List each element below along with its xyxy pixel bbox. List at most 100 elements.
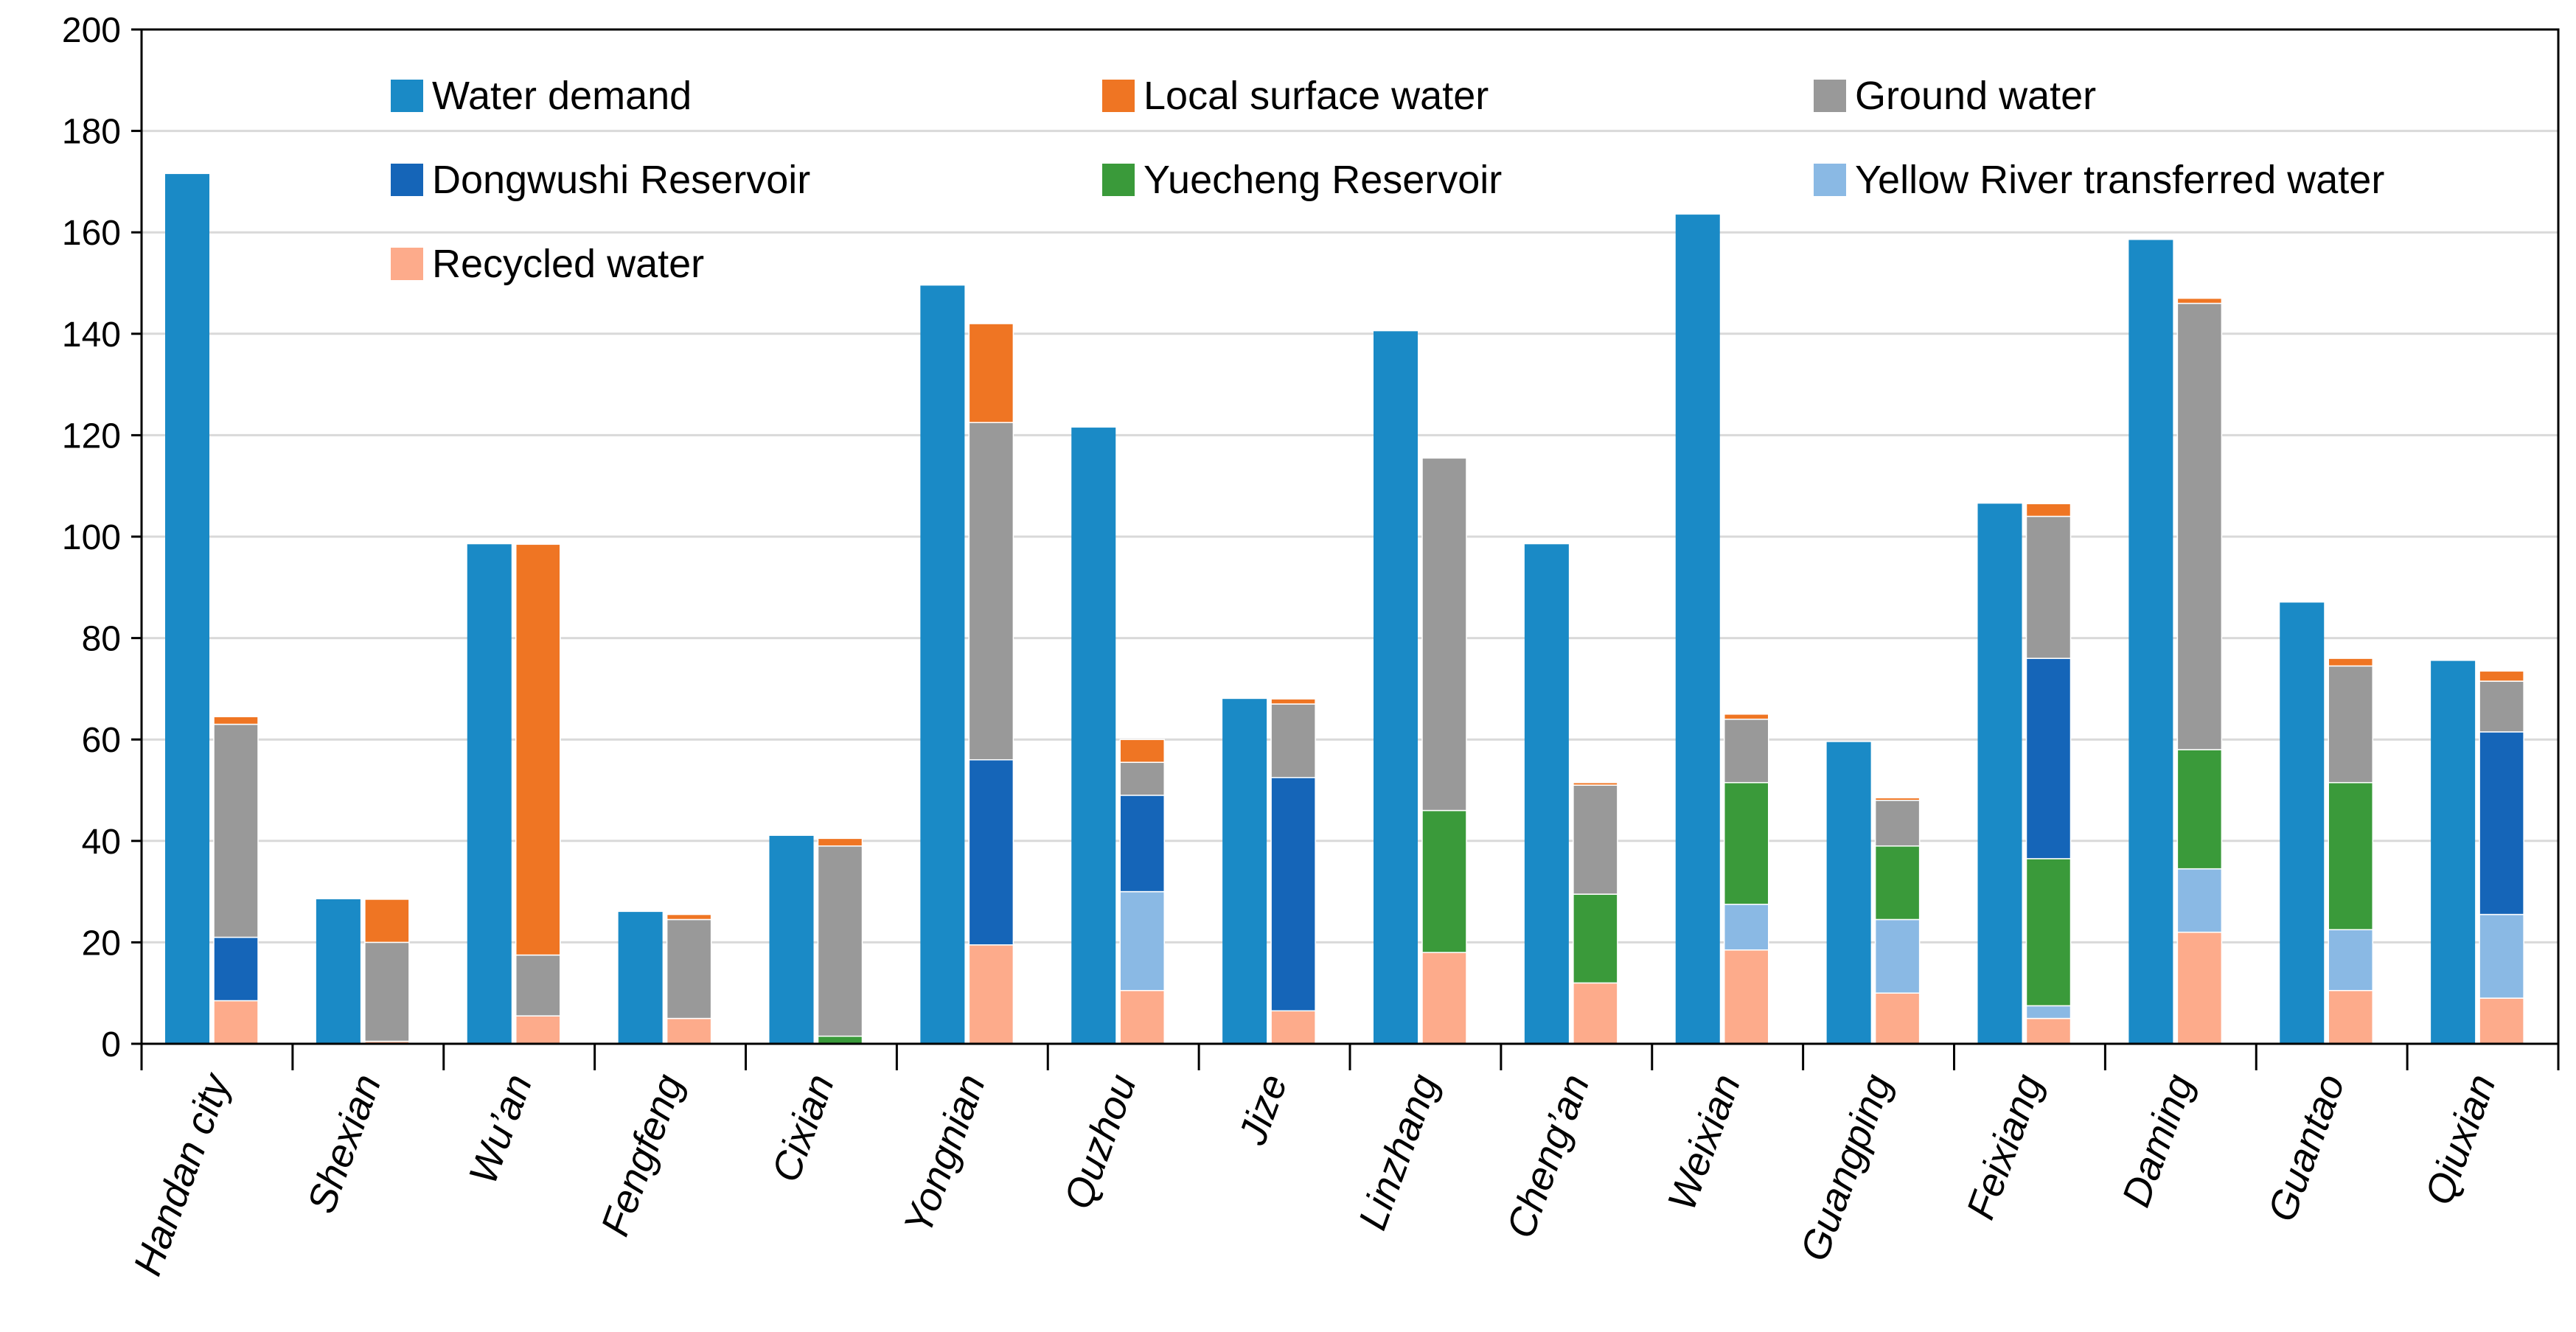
bar-segment-dongwushi-reservoir bbox=[968, 759, 1014, 946]
bar-segment-yuecheng-reservoir bbox=[817, 1035, 863, 1045]
y-tick-label: 160 bbox=[62, 214, 121, 253]
bar-segment-ground-water bbox=[2025, 515, 2072, 659]
bar-segment-local-surface-water bbox=[2479, 670, 2524, 682]
bar-segment-ground-water bbox=[968, 422, 1014, 761]
bar-segment-ground-water bbox=[515, 954, 561, 1017]
legend-label: Local surface water bbox=[1143, 74, 1489, 118]
x-tick-label: Wu’an bbox=[461, 1069, 541, 1190]
bar-segment-local-surface-water bbox=[1119, 739, 1165, 763]
y-tick-label: 0 bbox=[101, 1025, 121, 1064]
x-tick-label: Guantao bbox=[2260, 1069, 2353, 1227]
x-tick-label: Jize bbox=[1230, 1069, 1296, 1151]
legend-label: Yellow River transferred water bbox=[1855, 158, 2384, 202]
x-tick-label: Handan city bbox=[125, 1067, 240, 1281]
bar-segment-local-surface-water bbox=[1573, 781, 1618, 786]
y-tick-label: 60 bbox=[82, 721, 121, 760]
x-tick-label: Qiuxian bbox=[2417, 1069, 2504, 1211]
bar-segment-local-surface-water bbox=[1270, 698, 1316, 705]
bar-water-demand bbox=[316, 899, 361, 1044]
bar-segment-yuecheng-reservoir bbox=[1421, 809, 1467, 953]
x-tick-label: Feixiang bbox=[1958, 1069, 2051, 1225]
bar-segment-recycled-water bbox=[1724, 949, 1769, 1045]
bar-segment-recycled-water bbox=[1119, 990, 1165, 1045]
bar-water-demand bbox=[467, 544, 512, 1044]
bar-segment-ground-water bbox=[666, 918, 712, 1019]
bar-segment-recycled-water bbox=[515, 1015, 561, 1045]
bar-segment-dongwushi-reservoir bbox=[1119, 795, 1165, 893]
x-tick-label: Cheng’an bbox=[1498, 1069, 1598, 1244]
bar-segment-dongwushi-reservoir bbox=[2479, 731, 2524, 916]
bar-segment-local-surface-water bbox=[968, 323, 1014, 423]
bars bbox=[165, 174, 2524, 1045]
legend-label: Ground water bbox=[1855, 74, 2096, 118]
y-tick-label: 140 bbox=[62, 315, 121, 355]
bar-segment-ground-water bbox=[364, 941, 410, 1042]
x-tick-label: Quzhou bbox=[1056, 1069, 1145, 1215]
x-tick-label: Cixian bbox=[764, 1069, 843, 1188]
bar-segment-yuecheng-reservoir bbox=[1573, 893, 1618, 984]
bar-segment-yuecheng-reservoir bbox=[1724, 781, 1769, 905]
bar-water-demand bbox=[1071, 428, 1116, 1044]
bar-segment-ground-water bbox=[2176, 302, 2223, 750]
y-tick-label: 80 bbox=[82, 620, 121, 659]
bar-segment-yuecheng-reservoir bbox=[1874, 845, 1921, 921]
x-tick-label: Weixian bbox=[1660, 1069, 1750, 1216]
x-tick-label: Yongnian bbox=[896, 1069, 994, 1240]
legend-swatch bbox=[1814, 164, 1846, 196]
legend-label: Recycled water bbox=[432, 242, 704, 286]
bar-water-demand bbox=[618, 912, 663, 1044]
bar-segment-local-surface-water bbox=[515, 543, 561, 956]
bar-segment-local-surface-water bbox=[817, 837, 863, 847]
bar-water-demand bbox=[1374, 331, 1418, 1044]
bar-segment-yuecheng-reservoir bbox=[2176, 749, 2223, 870]
bar-segment-recycled-water bbox=[2328, 990, 2373, 1045]
legend-swatch bbox=[1814, 80, 1846, 112]
bar-water-demand bbox=[1977, 503, 2022, 1044]
bar-segment-ground-water bbox=[1421, 457, 1467, 812]
legend-swatch bbox=[391, 80, 423, 112]
bar-water-demand bbox=[1524, 544, 1569, 1044]
bar-segment-yellow-river-transferred-water bbox=[2025, 1005, 2072, 1019]
bar-segment-local-surface-water bbox=[666, 913, 712, 921]
legend-swatch bbox=[391, 164, 423, 196]
plot-frame bbox=[140, 28, 2560, 1045]
bar-segment-ground-water bbox=[2328, 665, 2373, 784]
bar-segment-recycled-water bbox=[1874, 992, 1921, 1045]
bar-water-demand bbox=[1675, 215, 1720, 1044]
y-tick-label: 200 bbox=[62, 11, 121, 50]
bar-segment-recycled-water bbox=[2479, 997, 2524, 1045]
bar-segment-ground-water bbox=[1724, 718, 1769, 784]
bar-water-demand bbox=[2280, 602, 2325, 1044]
x-tick-label: Shexian bbox=[299, 1069, 389, 1219]
bar-segment-recycled-water bbox=[1573, 982, 1618, 1045]
bar-segment-local-surface-water bbox=[2176, 297, 2223, 304]
bar-segment-yuecheng-reservoir bbox=[2328, 781, 2373, 930]
bar-segment-recycled-water bbox=[1421, 952, 1467, 1045]
bar-segment-dongwushi-reservoir bbox=[1270, 777, 1316, 1012]
legend-swatch bbox=[391, 248, 423, 280]
x-tick-label: Fengfeng bbox=[593, 1069, 692, 1242]
y-tick-label: 40 bbox=[82, 823, 121, 862]
y-tick-label: 180 bbox=[62, 113, 121, 152]
bar-water-demand bbox=[769, 835, 814, 1044]
y-tick-label: 100 bbox=[62, 518, 121, 557]
legend-swatch bbox=[1102, 164, 1135, 196]
y-tick-label: 20 bbox=[82, 924, 121, 963]
bar-segment-yellow-river-transferred-water bbox=[2479, 913, 2524, 999]
bar-water-demand bbox=[2431, 660, 2476, 1044]
legend-label: Water demand bbox=[432, 74, 692, 118]
legend-label: Dongwushi Reservoir bbox=[432, 158, 810, 202]
bar-segment-yellow-river-transferred-water bbox=[2328, 929, 2373, 991]
bar-segment-local-surface-water bbox=[1724, 714, 1769, 720]
bar-segment-ground-water bbox=[1119, 761, 1165, 796]
bar-water-demand bbox=[920, 285, 965, 1045]
bar-segment-dongwushi-reservoir bbox=[213, 936, 259, 1002]
bar-water-demand bbox=[2128, 240, 2173, 1044]
bar-segment-ground-water bbox=[817, 845, 863, 1037]
bar-water-demand bbox=[165, 174, 209, 1045]
bar-segment-local-surface-water bbox=[213, 716, 259, 725]
legend-label: Yuecheng Reservoir bbox=[1143, 158, 1502, 202]
bar-segment-ground-water bbox=[1874, 800, 1921, 847]
